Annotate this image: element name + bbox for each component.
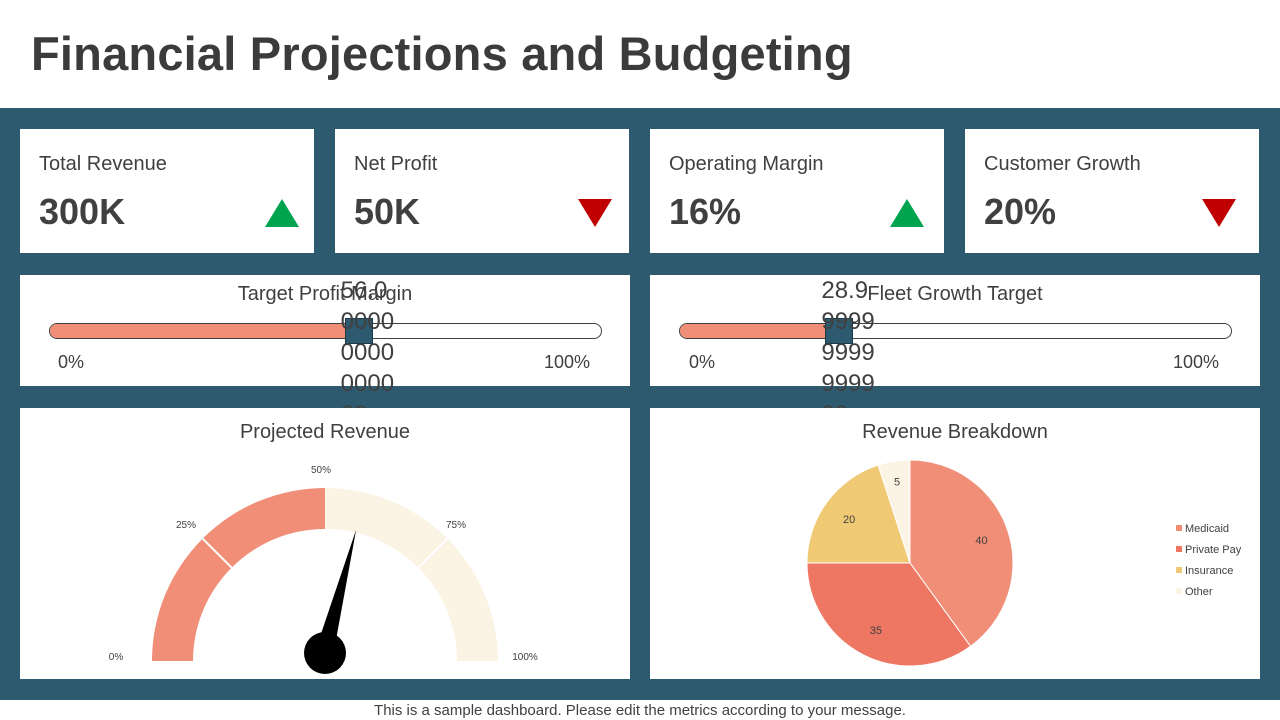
legend-swatch	[1176, 546, 1182, 552]
pie-slice	[806, 464, 911, 564]
gauge-remaining-band	[325, 488, 498, 661]
kpi-label: Total Revenue	[39, 153, 167, 175]
gauge-tick-label: 50%	[311, 465, 331, 476]
kpi-value: 50K	[354, 191, 421, 232]
trend-down-icon	[578, 199, 612, 227]
legend-label: Insurance	[1185, 565, 1233, 577]
target-title: Fleet Growth Target	[867, 283, 1043, 305]
gauge-needle	[316, 529, 357, 652]
fleet-growth-target-card: Fleet Growth Target 28.9999999999999996%…	[650, 275, 1260, 459]
kpi-card-operating-margin: Operating Margin 16%	[650, 129, 944, 253]
target-fill	[680, 324, 841, 338]
page-title: Financial Projections and Budgeting	[31, 27, 853, 80]
gauge-tick-label: 75%	[446, 520, 466, 531]
gauge-separator	[201, 537, 233, 569]
gauge-tick-label: 25%	[176, 520, 196, 531]
target-handle[interactable]	[825, 318, 854, 344]
target-track	[679, 323, 1232, 339]
pie-slice	[909, 459, 1014, 648]
kpi-label: Customer Growth	[984, 153, 1141, 175]
chart-title: Projected Revenue	[239, 421, 411, 443]
target-max-label: 100%	[1173, 352, 1220, 372]
pie-data-label: 5	[894, 477, 900, 489]
kpi-value: 300K	[39, 191, 126, 232]
target-fill	[50, 324, 360, 338]
kpi-card-total-revenue: Total Revenue 300K	[20, 129, 314, 253]
footer-note: This is a sample dashboard. Please edit …	[374, 702, 906, 719]
target-min-label: 0%	[689, 352, 716, 372]
pie-chart: 40 35 20 5 Medicaid Private Pay Insurance Other	[806, 459, 1242, 667]
pie-slice	[806, 562, 972, 667]
legend-swatch	[1176, 525, 1182, 531]
gauge-separator	[417, 537, 449, 569]
gauge-needle-hub	[304, 632, 346, 674]
kpi-value: 20%	[984, 191, 1057, 232]
gauge-filled-band	[152, 488, 325, 661]
pie-slice	[877, 459, 911, 564]
legend-swatch	[1176, 588, 1182, 594]
legend-label: Other	[1185, 586, 1213, 598]
target-title: Target Profit Margin	[237, 283, 413, 305]
revenue-breakdown-card: Revenue Breakdown 40 35 20 5 Medicaid Private…	[650, 408, 1260, 679]
trend-up-icon	[265, 199, 299, 227]
legend-swatch	[1176, 567, 1182, 573]
pie-data-label: 40	[975, 535, 987, 547]
legend-label: Medicaid	[1185, 523, 1229, 535]
kpi-label: Net Profit	[354, 153, 438, 175]
legend-label: Private Pay	[1185, 544, 1242, 556]
kpi-label: Operating Margin	[669, 153, 824, 175]
trend-down-icon	[1202, 199, 1236, 227]
kpi-value: 16%	[669, 191, 742, 232]
target-handle[interactable]	[344, 318, 373, 344]
target-min-label: 0%	[58, 352, 85, 372]
pie-data-label: 20	[843, 514, 855, 526]
kpi-card-net-profit: Net Profit 50K	[335, 129, 629, 253]
chart-title: Revenue Breakdown	[862, 421, 1048, 443]
gauge-tick-label: 100%	[512, 652, 538, 663]
kpi-card-customer-growth: Customer Growth 20%	[965, 129, 1259, 253]
gauge-tick-label: 0%	[109, 652, 124, 663]
target-max-label: 100%	[544, 352, 591, 372]
target-track	[49, 323, 602, 339]
target-profit-margin-card: Target Profit Margin 56.0000000000000001…	[20, 275, 630, 459]
gauge-chart: 0% 25% 50% 75% 100%	[109, 465, 538, 674]
projected-revenue-card: Projected Revenue 0% 25% 50% 75% 100%	[20, 408, 630, 679]
trend-up-icon	[890, 199, 924, 227]
pie-data-label: 35	[870, 625, 882, 637]
